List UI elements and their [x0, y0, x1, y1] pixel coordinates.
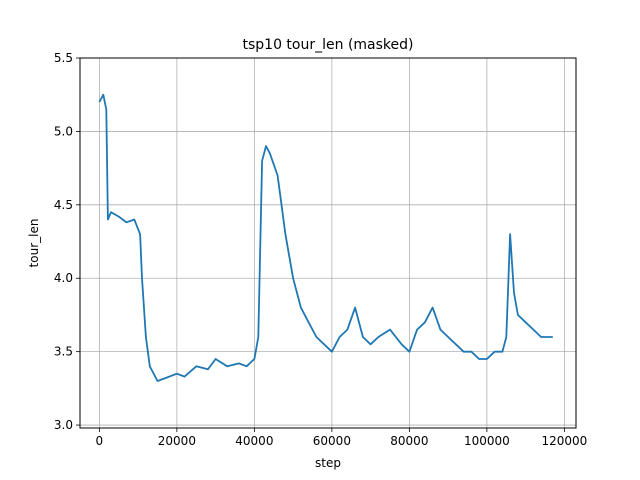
- x-axis-label: step: [315, 456, 341, 470]
- x-tick-label: 60000: [313, 434, 351, 448]
- x-tick-label: 40000: [235, 434, 273, 448]
- x-tick-label: 80000: [390, 434, 428, 448]
- x-ticks: 0 20000 40000 60000 80000 100000 120000: [96, 428, 587, 448]
- y-ticks: 3.0 3.5 4.0 4.5 5.0 5.5: [54, 51, 80, 432]
- series-layer: [98, 93, 553, 382]
- y-axis-label: tour_len: [27, 219, 41, 268]
- y-tick-label: 5.0: [54, 124, 73, 138]
- series-line: [98, 93, 553, 382]
- y-tick-label: 3.5: [54, 345, 73, 359]
- y-tick-label: 4.5: [54, 198, 73, 212]
- y-tick-label: 4.0: [54, 271, 73, 285]
- x-tick-label: 20000: [158, 434, 196, 448]
- plot-frame: [79, 57, 577, 429]
- y-tick-label: 5.5: [54, 51, 73, 65]
- chart-title: tsp10 tour_len (masked): [243, 37, 414, 53]
- x-tick-label: 0: [96, 434, 104, 448]
- x-tick-label: 120000: [541, 434, 587, 448]
- y-tick-label: 3.0: [54, 418, 73, 432]
- x-tick-label: 100000: [464, 434, 510, 448]
- grid-lines: [80, 57, 576, 428]
- plot-area-background: [80, 58, 576, 428]
